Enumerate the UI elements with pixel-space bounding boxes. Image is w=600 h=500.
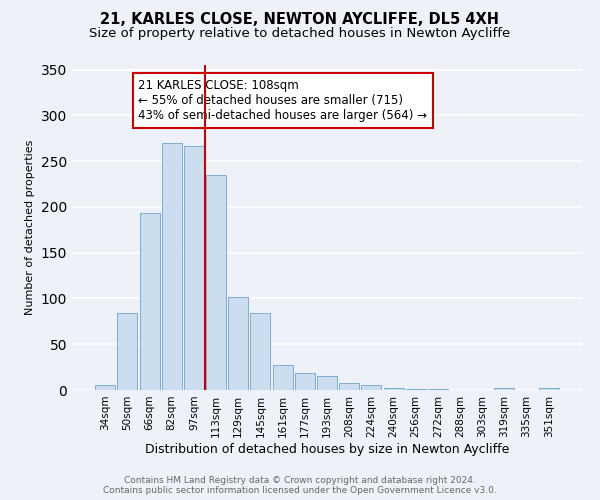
Bar: [272, 366, 293, 390]
Bar: [494, 388, 514, 390]
X-axis label: Distribution of detached houses by size in Newton Aycliffe: Distribution of detached houses by size …: [145, 442, 509, 456]
Bar: [339, 382, 359, 390]
Text: Contains public sector information licensed under the Open Government Licence v3: Contains public sector information licen…: [103, 486, 497, 495]
Text: 21 KARLES CLOSE: 108sqm
← 55% of detached houses are smaller (715)
43% of semi-d: 21 KARLES CLOSE: 108sqm ← 55% of detache…: [139, 78, 427, 122]
Text: Contains HM Land Registry data © Crown copyright and database right 2024.: Contains HM Land Registry data © Crown c…: [124, 476, 476, 485]
Bar: [250, 313, 271, 390]
Text: 21, KARLES CLOSE, NEWTON AYCLIFFE, DL5 4XH: 21, KARLES CLOSE, NEWTON AYCLIFFE, DL5 4…: [101, 12, 499, 28]
Bar: [361, 386, 382, 390]
Bar: [162, 143, 182, 390]
Bar: [428, 389, 448, 390]
Bar: [406, 389, 426, 390]
Bar: [539, 388, 559, 390]
Bar: [95, 386, 115, 390]
Y-axis label: Number of detached properties: Number of detached properties: [25, 140, 35, 315]
Bar: [118, 313, 137, 390]
Bar: [184, 146, 204, 390]
Text: Size of property relative to detached houses in Newton Aycliffe: Size of property relative to detached ho…: [89, 28, 511, 40]
Bar: [383, 388, 404, 390]
Bar: [317, 376, 337, 390]
Bar: [228, 296, 248, 390]
Bar: [295, 372, 315, 390]
Bar: [206, 175, 226, 390]
Bar: [140, 214, 160, 390]
